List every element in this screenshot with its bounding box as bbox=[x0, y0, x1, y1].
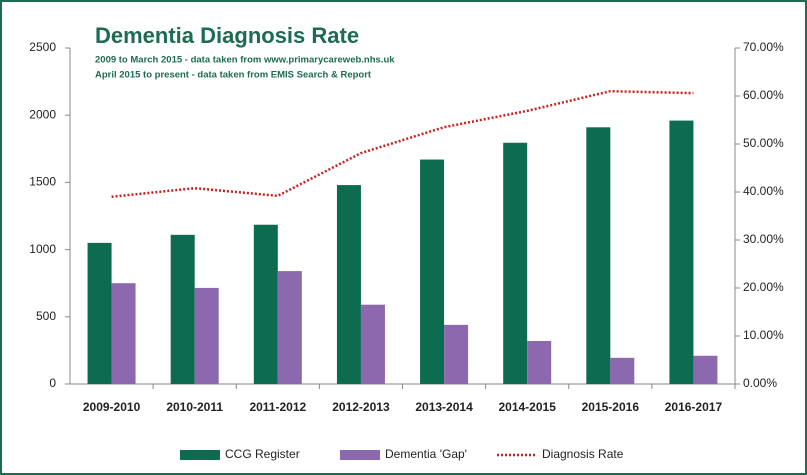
y-tick-label: 1000 bbox=[29, 242, 56, 256]
x-tick-label: 2010-2011 bbox=[166, 400, 223, 414]
y2-tick-label: 60.00% bbox=[743, 88, 784, 102]
y2-tick-label: 0.00% bbox=[743, 376, 777, 390]
bar bbox=[444, 324, 469, 384]
y2-tick-label: 10.00% bbox=[743, 328, 784, 342]
x-tick-label: 2012-2013 bbox=[332, 400, 390, 414]
bar bbox=[111, 283, 136, 384]
bar bbox=[87, 242, 112, 384]
y-tick-label: 500 bbox=[36, 309, 56, 323]
y2-tick-label: 20.00% bbox=[743, 280, 784, 294]
x-tick-label: 2014-2015 bbox=[498, 400, 556, 414]
y2-tick-label: 40.00% bbox=[743, 184, 784, 198]
bar bbox=[420, 159, 445, 384]
bar bbox=[503, 142, 528, 384]
y2-tick-label: 50.00% bbox=[743, 136, 784, 150]
subtitle: April 2015 to present - data taken from … bbox=[95, 70, 372, 81]
legend-swatch bbox=[180, 450, 220, 460]
y-tick-label: 1500 bbox=[29, 175, 56, 189]
x-tick-label: 2015-2016 bbox=[582, 400, 640, 414]
subtitle: 2009 to March 2015 - data taken from www… bbox=[95, 55, 395, 66]
x-tick-label: 2011-2012 bbox=[249, 400, 306, 414]
bar bbox=[610, 357, 635, 384]
legend-label: Diagnosis Rate bbox=[542, 447, 624, 461]
bar bbox=[336, 185, 361, 384]
y-tick-label: 0 bbox=[49, 376, 56, 390]
bar bbox=[527, 340, 552, 384]
y-tick-label: 2000 bbox=[29, 107, 56, 121]
y2-tick-label: 70.00% bbox=[743, 40, 784, 54]
legend-label: CCG Register bbox=[225, 447, 300, 461]
bar bbox=[170, 234, 195, 384]
bar bbox=[669, 120, 694, 385]
chart-title: Dementia Diagnosis Rate bbox=[95, 23, 359, 48]
legend-swatch bbox=[340, 450, 380, 460]
legend-label: Dementia 'Gap' bbox=[385, 447, 467, 461]
x-tick-label: 2016-2017 bbox=[665, 400, 723, 414]
bar bbox=[693, 355, 718, 384]
bar bbox=[360, 304, 385, 384]
y-tick-label: 2500 bbox=[29, 40, 56, 54]
bar bbox=[586, 127, 611, 385]
y2-tick-label: 30.00% bbox=[743, 232, 784, 246]
line bbox=[111, 89, 694, 199]
x-tick-label: 2013-2014 bbox=[415, 400, 473, 414]
bar bbox=[253, 224, 278, 384]
bar bbox=[194, 287, 219, 384]
bar bbox=[277, 271, 302, 384]
x-tick-label: 2009-2010 bbox=[83, 400, 141, 414]
